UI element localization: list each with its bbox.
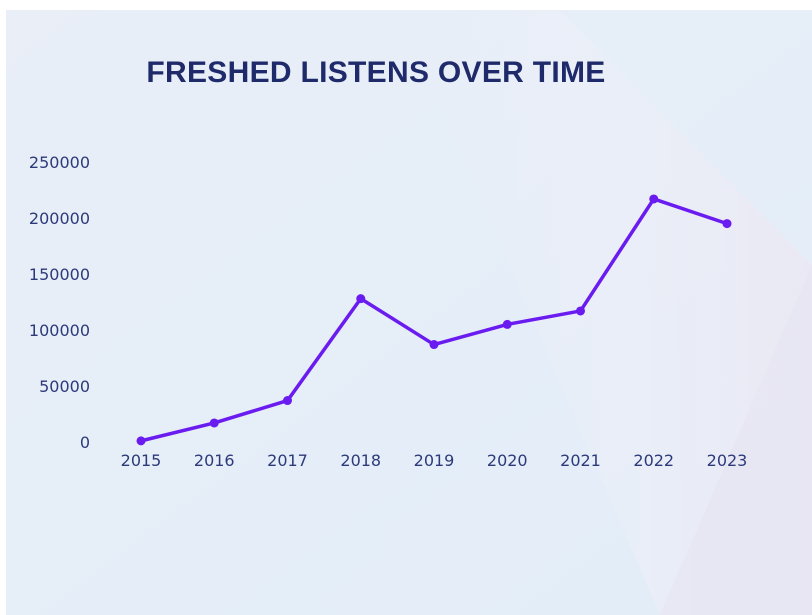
- data-point: [283, 396, 292, 406]
- y-axis-tick-labels: 0 50000 100000 150000 200000 250000: [29, 153, 90, 452]
- x-tick-label: 2021: [560, 451, 601, 470]
- decorative-sheen: [400, 10, 812, 615]
- data-point: [576, 306, 585, 316]
- x-tick-label: 2023: [707, 451, 748, 470]
- x-axis-tick-labels: 2015 2016 2017 2018 2019 2020 2021 2022 2023: [121, 451, 748, 470]
- data-point: [429, 340, 439, 350]
- x-tick-label: 2018: [340, 451, 381, 470]
- x-tick-label: 2019: [414, 451, 455, 470]
- decorative-sheen-edge: [660, 265, 812, 615]
- x-tick-label: 2015: [121, 451, 162, 470]
- data-point: [502, 319, 512, 329]
- x-tick-label: 2016: [194, 451, 235, 470]
- x-tick-label: 2022: [633, 451, 674, 470]
- y-tick-label: 150000: [29, 265, 90, 284]
- x-tick-label: 2020: [487, 451, 528, 470]
- y-tick-label: 50000: [39, 377, 90, 396]
- chart-title: FRESHED LISTENS OVER TIME: [146, 56, 605, 89]
- data-point: [209, 418, 219, 428]
- y-tick-label: 250000: [29, 153, 90, 172]
- data-series: [136, 194, 732, 446]
- y-tick-label: 100000: [29, 321, 90, 340]
- data-point: [722, 219, 732, 229]
- data-point: [356, 294, 366, 304]
- x-tick-label: 2017: [267, 451, 308, 470]
- data-point: [136, 436, 146, 446]
- data-point: [649, 194, 659, 204]
- y-tick-label: 200000: [29, 209, 90, 228]
- y-tick-label: 0: [80, 433, 90, 452]
